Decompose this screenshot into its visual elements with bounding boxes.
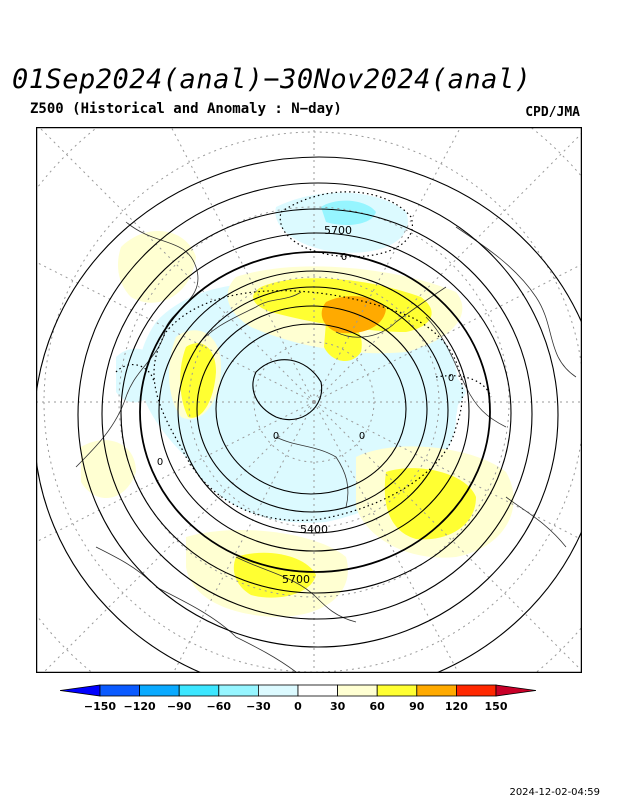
colorbar-tick-label: 150: [485, 700, 508, 713]
colorbar-tick-label: −150: [84, 700, 117, 713]
anomaly-zero-contours: [115, 191, 492, 522]
zero-label: 0: [273, 431, 279, 442]
colorbar-swatch: [337, 684, 378, 697]
page-title: 01Sep2024(anal)−30Nov2024(anal): [12, 64, 532, 95]
contour-label: 5700: [282, 573, 310, 586]
colorbar-tick-label: −30: [246, 700, 271, 713]
colorbar-swatches: [60, 684, 536, 697]
colorbar-tick-labels: −150 −120 −90 −60 −30 0 30 60 90 120 150: [84, 700, 508, 713]
colorbar-swatch: [257, 684, 299, 697]
subtitle: Z500 (Historical and Anomaly : N−day): [30, 101, 342, 117]
colorbar-tick-label: −60: [207, 700, 232, 713]
anomaly-area-cyan: [321, 200, 376, 225]
colorbar-tick-label: 120: [445, 700, 468, 713]
anomaly-shading: [81, 192, 514, 617]
graticule: [36, 127, 582, 673]
credit-label: CPD/JMA: [525, 105, 580, 120]
colorbar-tick-label: 0: [294, 700, 302, 713]
height-contours: [36, 156, 582, 673]
colorbar-tick-label: 30: [330, 700, 346, 713]
colorbar-swatch: [139, 684, 180, 697]
colorbar: −150 −120 −90 −60 −30 0 30 60 90 120 150: [60, 684, 536, 713]
colorbar-swatch: [99, 684, 140, 697]
anomaly-zero-labels: 0 0 0 0 0: [157, 252, 454, 468]
colorbar-swatch: [455, 684, 497, 697]
anomaly-area-orange: [321, 296, 386, 334]
anomaly-area-light-yellow: [118, 230, 196, 303]
timestamp: 2024-12-02-04:59: [509, 787, 600, 798]
contour-label: 5700: [324, 224, 352, 237]
anomaly-area-yellow: [233, 552, 316, 598]
zero-label: 0: [448, 373, 454, 384]
colorbar-swatch: [60, 684, 101, 697]
anomaly-area-light-blue: [116, 348, 161, 403]
colorbar-tick-label: 90: [409, 700, 425, 713]
colorbar-swatch: [495, 684, 536, 697]
colorbar-swatch: [218, 684, 259, 697]
anomaly-area-light-yellow: [81, 440, 136, 499]
polar-map: 5700 5700 5400 0 0 0 0 0: [36, 127, 582, 673]
colorbar-swatch: [297, 684, 338, 697]
contour-label: 5400: [300, 523, 328, 536]
colorbar-swatch: [416, 684, 457, 697]
zero-label: 0: [359, 431, 365, 442]
contour-labels: 5700 5700 5400: [282, 224, 352, 586]
colorbar-swatch: [178, 684, 220, 697]
colorbar-tick-label: −90: [167, 700, 192, 713]
zero-label: 0: [341, 252, 347, 263]
zero-label: 0: [157, 457, 163, 468]
anomaly-area-light-blue: [396, 363, 466, 420]
colorbar-tick-label: −120: [124, 700, 157, 713]
colorbar-tick-label: 60: [370, 700, 386, 713]
colorbar-swatch: [376, 684, 418, 697]
